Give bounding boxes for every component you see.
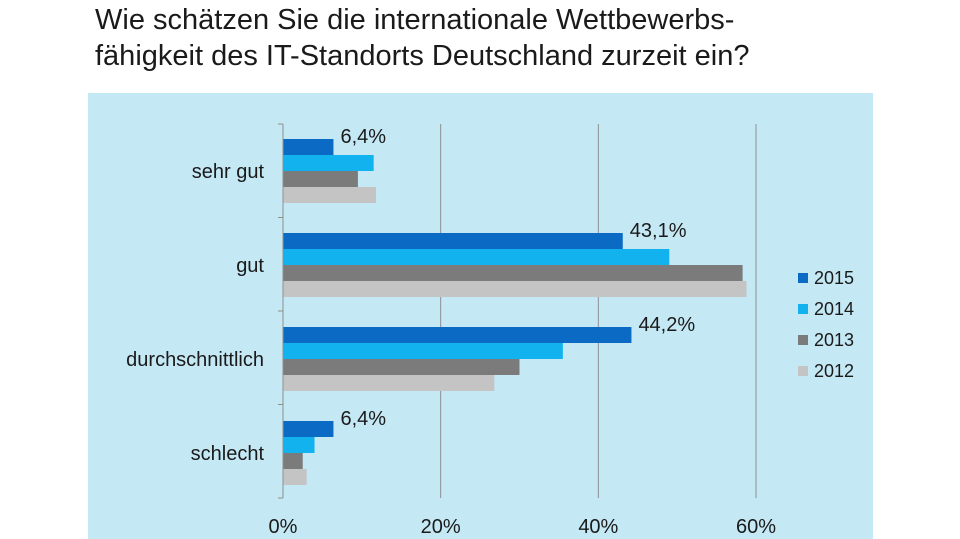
category-label: sehr gut — [192, 161, 265, 183]
x-tick-label: 0% — [269, 516, 298, 538]
data-label: 6,4% — [340, 408, 386, 430]
legend-swatch-2013 — [798, 335, 808, 345]
legend-swatch-2012 — [798, 366, 808, 376]
bar-gut-2013 — [283, 265, 743, 281]
legend-swatch-2014 — [798, 304, 808, 314]
chart-panel — [88, 93, 873, 539]
chart-title-line-2: fähigkeit des IT-Standorts Deutschland z… — [95, 40, 750, 72]
bar-sehr-gut-2014 — [283, 155, 374, 171]
bar-schlecht-2015 — [283, 421, 334, 437]
bar-durchschnittlich-2013 — [283, 359, 520, 375]
data-label: 6,4% — [340, 126, 386, 148]
legend-label: 2013 — [814, 330, 854, 350]
bar-schlecht-2013 — [283, 453, 303, 469]
bar-gut-2015 — [283, 233, 623, 249]
legend-label: 2015 — [814, 268, 854, 288]
legend-label: 2012 — [814, 361, 854, 381]
bar-schlecht-2012 — [283, 469, 307, 485]
bar-gut-2012 — [283, 281, 747, 297]
bar-durchschnittlich-2015 — [283, 327, 632, 343]
category-label: durchschnittlich — [126, 349, 264, 371]
bar-durchschnittlich-2012 — [283, 375, 495, 391]
legend-label: 2014 — [814, 299, 854, 319]
bar-sehr-gut-2015 — [283, 139, 334, 155]
x-tick-label: 60% — [736, 516, 776, 538]
x-tick-label: 20% — [421, 516, 461, 538]
bar-gut-2014 — [283, 249, 670, 265]
chart-title: Wie schätzen Sie die internationale Wett… — [95, 2, 855, 74]
bar-durchschnittlich-2014 — [283, 343, 563, 359]
category-label: schlecht — [191, 443, 265, 465]
bar-sehr-gut-2012 — [283, 187, 377, 203]
data-label: 44,2% — [638, 314, 695, 336]
data-label: 43,1% — [630, 220, 687, 242]
bar-schlecht-2014 — [283, 437, 315, 453]
chart-title-line-1: Wie schätzen Sie die internationale Wett… — [95, 4, 735, 36]
bar-sehr-gut-2013 — [283, 171, 358, 187]
category-label: gut — [236, 255, 264, 277]
legend-swatch-2015 — [798, 273, 808, 283]
x-tick-label: 40% — [578, 516, 618, 538]
